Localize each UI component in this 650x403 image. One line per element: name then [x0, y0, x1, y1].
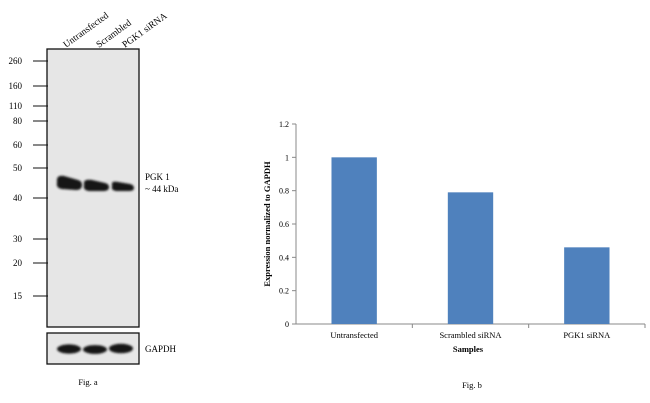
y-tick-label: 0.4	[279, 253, 289, 262]
y-tick-label: 0.6	[279, 220, 289, 229]
bar-untransfected	[331, 157, 377, 324]
bar-pgk1-sirna	[564, 247, 610, 324]
x-axis-label: Samples	[453, 344, 484, 354]
marker-ticks	[33, 60, 48, 297]
y-tick-label: 0.8	[279, 187, 289, 196]
loading-label-gapdh: GAPDH	[145, 344, 177, 354]
gapdh-band-scrambled	[83, 345, 107, 354]
pgk1-bands	[56, 175, 134, 191]
pgk1-band-scrambled	[83, 179, 109, 191]
marker-80: 80	[13, 116, 23, 126]
band-label-pgk1: PGK 1	[145, 172, 170, 182]
y-tick-label: 0	[285, 320, 289, 329]
y-axis-label: Expression normalized to GAPDH	[262, 161, 272, 287]
gapdh-band-pgk1-sirna	[109, 343, 133, 354]
marker-50: 50	[13, 163, 23, 173]
gapdh-bands	[57, 343, 133, 354]
bar-scrambled-sirna	[447, 192, 494, 324]
y-tick-label: 1.2	[279, 120, 289, 129]
x-tick-label: Untransfected	[330, 330, 378, 340]
marker-260: 260	[9, 56, 23, 66]
marker-30: 30	[13, 234, 23, 244]
pgk1-band-untransfected	[56, 175, 82, 190]
marker-60: 60	[13, 140, 23, 150]
lane-label-pgk1-sirna: PGK1 siRNA	[121, 11, 169, 50]
pgk1-band-pgk1-sirna	[111, 181, 134, 191]
caption-fig-a: Fig. a	[78, 377, 98, 387]
bar-chart-panel: 0 0.2 0.4 0.6 0.8 1 1.2 Untransfected Scrambled…	[262, 120, 646, 354]
marker-15: 15	[13, 291, 23, 301]
x-tick-label: PGK1 siRNA	[563, 330, 611, 340]
marker-20: 20	[13, 258, 23, 268]
x-tick-label: Scrambled siRNA	[439, 330, 502, 340]
y-tick-label: 1	[285, 153, 289, 162]
western-blot-panel: Untransfected Scrambled PGK1 siRNA 260 1…	[9, 10, 179, 387]
y-tick-label: 0.2	[279, 287, 289, 296]
marker-160: 160	[9, 81, 23, 91]
marker-40: 40	[13, 193, 23, 203]
marker-110: 110	[9, 101, 23, 111]
caption-fig-b: Fig. b	[462, 380, 482, 390]
gapdh-band-untransfected	[57, 344, 81, 354]
band-label-size: ~ 44 kDa	[145, 184, 178, 194]
